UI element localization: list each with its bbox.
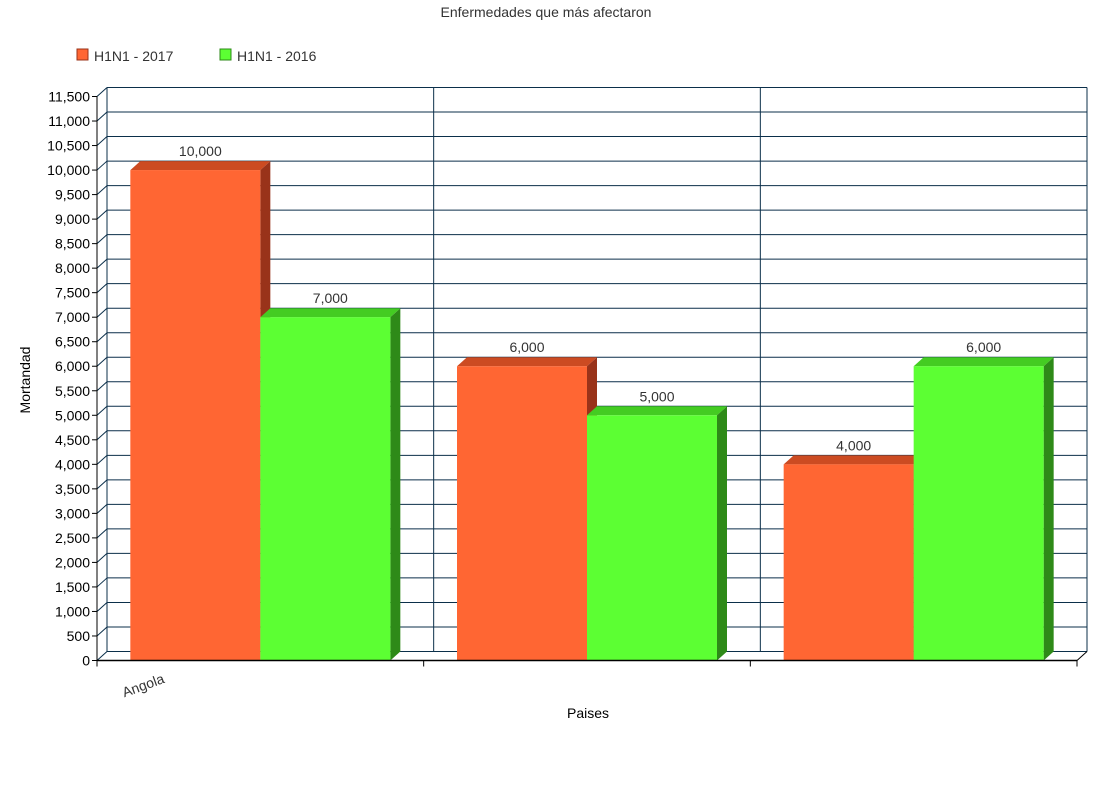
bar	[913, 357, 1054, 661]
y-tick-label: 5,000	[55, 407, 90, 423]
legend-swatch-2017	[76, 48, 89, 61]
bar-front	[587, 415, 717, 661]
y-axis-ticks: 0 500 1,000 1,500 2,000 2,500 3,000 3,500 4,000 4…	[47, 89, 97, 669]
x-axis-depth	[1076, 651, 1088, 661]
y-tick-label: 6,500	[55, 334, 90, 350]
bar-front	[130, 170, 261, 661]
legend-label-2016: H1N1 - 2016	[237, 48, 317, 64]
y-tick-label: 6,000	[55, 358, 90, 374]
y-tick-label: 9,000	[55, 211, 90, 227]
y-tick-label: 2,000	[55, 554, 90, 570]
legend-swatch-2016	[219, 48, 232, 61]
y-tick-label: 3,000	[55, 505, 90, 521]
bar	[130, 161, 271, 661]
bar	[783, 455, 924, 661]
bar	[457, 357, 597, 661]
grid-line-depth	[96, 111, 108, 122]
grid-line-depth	[96, 185, 108, 195]
y-tick-label: 10,500	[47, 138, 90, 154]
y-tick-label: 1,000	[55, 603, 90, 619]
bar-top	[260, 308, 401, 318]
grid-line-depth	[96, 430, 108, 441]
data-label: 6,000	[509, 339, 544, 355]
y-tick-label: 2,500	[55, 530, 90, 546]
grid-line-depth	[96, 454, 108, 465]
y-tick-label: 1,500	[55, 579, 90, 595]
data-labels: 10,000 7,000 6,000 5,000 4,000 6,000	[179, 143, 1001, 453]
bar-top	[130, 161, 271, 171]
bar-side	[390, 308, 401, 661]
x-axis-ticks: Angola	[96, 660, 1078, 700]
grid-line-depth	[96, 503, 108, 514]
grid-line-depth	[96, 160, 108, 171]
grid-line-depth	[96, 479, 108, 490]
y-tick-label: 0	[82, 653, 90, 669]
y-tick-label: 500	[67, 628, 91, 644]
bar-front	[260, 317, 391, 661]
bars	[130, 161, 1054, 661]
grid-line-depth	[96, 307, 108, 318]
y-axis-title: Mortandad	[17, 347, 33, 414]
bar-top	[783, 455, 924, 465]
grid-line-depth	[96, 405, 108, 416]
bar	[260, 308, 401, 661]
y-tick-label: 4,500	[55, 432, 90, 448]
data-label: 7,000	[313, 290, 348, 306]
grid-line-depth	[96, 381, 108, 392]
bar-front	[913, 366, 1044, 661]
grid-line-depth	[96, 602, 108, 612]
data-label: 5,000	[639, 388, 674, 404]
grid-line-depth	[96, 136, 108, 146]
chart-title: Enfermedades que más afectaron	[441, 4, 652, 20]
y-tick-label: 11,500	[48, 89, 90, 105]
grid-line-depth	[96, 234, 108, 245]
axes	[96, 96, 1088, 662]
data-label: 10,000	[179, 143, 222, 159]
bar	[587, 406, 727, 661]
y-tick-label: 9,500	[55, 187, 90, 203]
y-tick-label: 11,000	[48, 113, 90, 129]
y-tick-label: 8,000	[55, 260, 90, 276]
bar-side	[717, 406, 727, 661]
bar-side	[1043, 357, 1054, 661]
grid-line-depth	[96, 651, 108, 661]
legend-label-2017: H1N1 - 2017	[94, 48, 174, 64]
y-tick-label: 10,000	[47, 162, 90, 178]
y-tick-label: 3,500	[55, 481, 90, 497]
y-tick-label: 4,000	[55, 456, 90, 472]
x-tick-label: Angola	[120, 670, 167, 700]
y-tick-label: 7,500	[55, 285, 90, 301]
grid-line-depth	[96, 283, 108, 294]
grid-line-depth	[96, 332, 108, 343]
y-tick-label: 7,000	[55, 309, 90, 325]
data-label: 4,000	[836, 437, 871, 453]
grid-line-depth	[96, 87, 108, 97]
y-tick-label: 8,500	[55, 236, 90, 252]
grid-line-depth	[96, 528, 108, 539]
x-axis-title: Paises	[567, 705, 609, 721]
grid-line-depth	[96, 577, 108, 588]
bar-top	[587, 406, 727, 416]
bar-front	[783, 464, 914, 661]
grid-line-depth	[96, 553, 108, 563]
bar-front	[457, 366, 587, 661]
grid-line-depth	[96, 356, 108, 367]
y-tick-label: 5,500	[55, 383, 90, 399]
grid-line-depth	[96, 626, 108, 637]
bar-top	[913, 357, 1054, 367]
legend: H1N1 - 2017 H1N1 - 2016	[76, 48, 317, 64]
data-label: 6,000	[966, 339, 1001, 355]
bar-top	[457, 357, 597, 367]
grid-line-depth	[96, 258, 108, 269]
grid-line-depth	[96, 209, 108, 220]
